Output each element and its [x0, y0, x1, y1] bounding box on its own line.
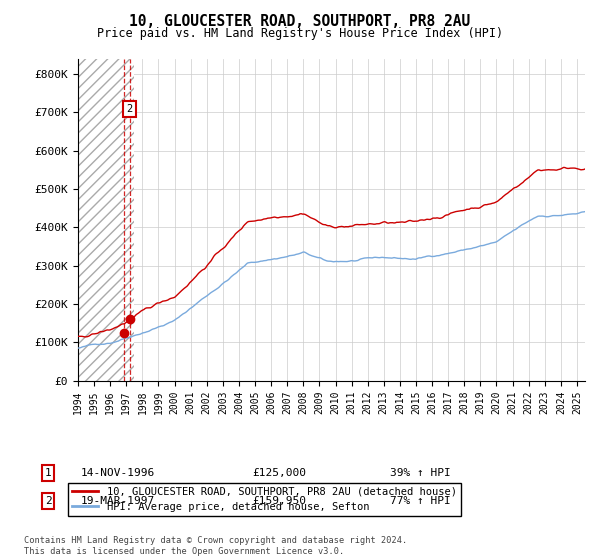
- Text: £159,950: £159,950: [252, 496, 306, 506]
- Text: 19-MAR-1997: 19-MAR-1997: [81, 496, 155, 506]
- Text: 77% ↑ HPI: 77% ↑ HPI: [390, 496, 451, 506]
- Text: Contains HM Land Registry data © Crown copyright and database right 2024.
This d: Contains HM Land Registry data © Crown c…: [24, 536, 407, 556]
- Text: 14-NOV-1996: 14-NOV-1996: [81, 468, 155, 478]
- Text: 39% ↑ HPI: 39% ↑ HPI: [390, 468, 451, 478]
- Text: 1: 1: [44, 468, 52, 478]
- Text: 10, GLOUCESTER ROAD, SOUTHPORT, PR8 2AU: 10, GLOUCESTER ROAD, SOUTHPORT, PR8 2AU: [130, 14, 470, 29]
- Text: Price paid vs. HM Land Registry's House Price Index (HPI): Price paid vs. HM Land Registry's House …: [97, 27, 503, 40]
- Legend: 10, GLOUCESTER ROAD, SOUTHPORT, PR8 2AU (detached house), HPI: Average price, de: 10, GLOUCESTER ROAD, SOUTHPORT, PR8 2AU …: [68, 483, 461, 516]
- Text: £125,000: £125,000: [252, 468, 306, 478]
- Text: 2: 2: [127, 104, 133, 114]
- Text: 2: 2: [44, 496, 52, 506]
